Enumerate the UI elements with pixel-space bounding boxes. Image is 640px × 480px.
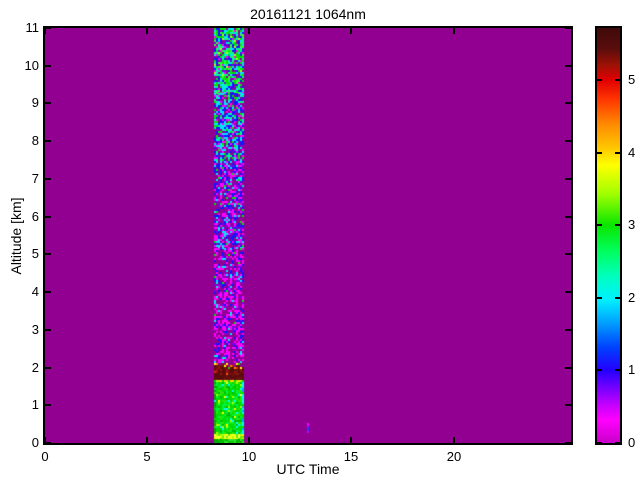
colorbar-tick-mark-right — [615, 224, 620, 226]
y-tick-mark-right — [565, 27, 571, 29]
y-tick-mark-right — [565, 291, 571, 293]
y-tick-mark — [45, 140, 51, 142]
x-tick-mark-top — [44, 28, 46, 34]
x-axis-label: UTC Time — [276, 461, 340, 477]
y-tick-mark-right — [565, 442, 571, 444]
y-tick-mark-right — [565, 65, 571, 67]
colorbar-tick-mark-right — [615, 442, 620, 444]
y-tick-mark-right — [565, 367, 571, 369]
x-tick-label: 20 — [446, 449, 462, 464]
y-tick-mark — [45, 291, 51, 293]
colorbar-tick-label: 5 — [628, 72, 636, 87]
colorbar-tick-label: 0 — [628, 435, 636, 450]
colorbar-tick-label: 4 — [628, 145, 636, 160]
y-tick-mark-right — [565, 178, 571, 180]
y-tick-mark — [45, 216, 51, 218]
y-tick-mark — [45, 253, 51, 255]
x-tick-mark-top — [248, 28, 250, 34]
x-tick-label: 5 — [143, 449, 151, 464]
colorbar-tick-mark — [597, 442, 602, 444]
colorbar-tick-mark-right — [615, 79, 620, 81]
x-tick-mark — [146, 437, 148, 443]
y-tick-mark — [45, 367, 51, 369]
x-tick-mark-top — [146, 28, 148, 34]
y-tick-label: 2 — [31, 360, 39, 375]
colorbar-tick-mark-right — [615, 369, 620, 371]
colorbar — [595, 26, 622, 445]
x-tick-label: 10 — [241, 449, 257, 464]
colorbar-tick-mark — [597, 297, 602, 299]
y-tick-label: 3 — [31, 322, 39, 337]
colorbar-gradient — [597, 28, 620, 443]
y-tick-mark — [45, 404, 51, 406]
y-tick-label: 10 — [24, 58, 39, 73]
chart-title: 20161121 1064nm — [250, 6, 366, 22]
x-tick-mark — [248, 437, 250, 443]
plot-area — [43, 26, 573, 445]
y-tick-mark — [45, 65, 51, 67]
colorbar-tick-label: 2 — [628, 290, 636, 305]
y-tick-label: 9 — [31, 95, 39, 110]
x-tick-mark — [44, 437, 46, 443]
y-tick-label: 1 — [31, 397, 39, 412]
x-tick-mark-top — [453, 28, 455, 34]
y-tick-label: 5 — [31, 246, 39, 261]
y-tick-mark — [45, 27, 51, 29]
x-tick-label: 0 — [41, 449, 49, 464]
colorbar-tick-mark — [597, 79, 602, 81]
y-tick-mark — [45, 178, 51, 180]
colorbar-tick-mark — [597, 224, 602, 226]
y-tick-mark-right — [565, 140, 571, 142]
y-tick-label: 0 — [31, 435, 39, 450]
y-tick-mark — [45, 442, 51, 444]
y-tick-mark — [45, 102, 51, 104]
heatmap-canvas — [45, 28, 571, 443]
y-tick-mark-right — [565, 216, 571, 218]
x-tick-label: 15 — [343, 449, 359, 464]
y-tick-mark — [45, 329, 51, 331]
y-tick-label: 7 — [31, 171, 39, 186]
x-tick-mark-top — [350, 28, 352, 34]
y-tick-label: 11 — [25, 20, 40, 35]
y-tick-mark-right — [565, 253, 571, 255]
colorbar-tick-mark-right — [615, 297, 620, 299]
y-tick-label: 4 — [31, 284, 39, 299]
x-tick-mark — [453, 437, 455, 443]
colorbar-tick-mark-right — [615, 152, 620, 154]
y-tick-mark-right — [565, 102, 571, 104]
y-tick-mark-right — [565, 404, 571, 406]
colorbar-tick-label: 3 — [628, 217, 636, 232]
y-tick-label: 8 — [31, 133, 39, 148]
x-tick-mark — [350, 437, 352, 443]
colorbar-tick-mark — [597, 369, 602, 371]
colorbar-tick-mark — [597, 152, 602, 154]
y-tick-label: 6 — [31, 209, 39, 224]
y-tick-mark-right — [565, 329, 571, 331]
colorbar-tick-label: 1 — [628, 362, 636, 377]
